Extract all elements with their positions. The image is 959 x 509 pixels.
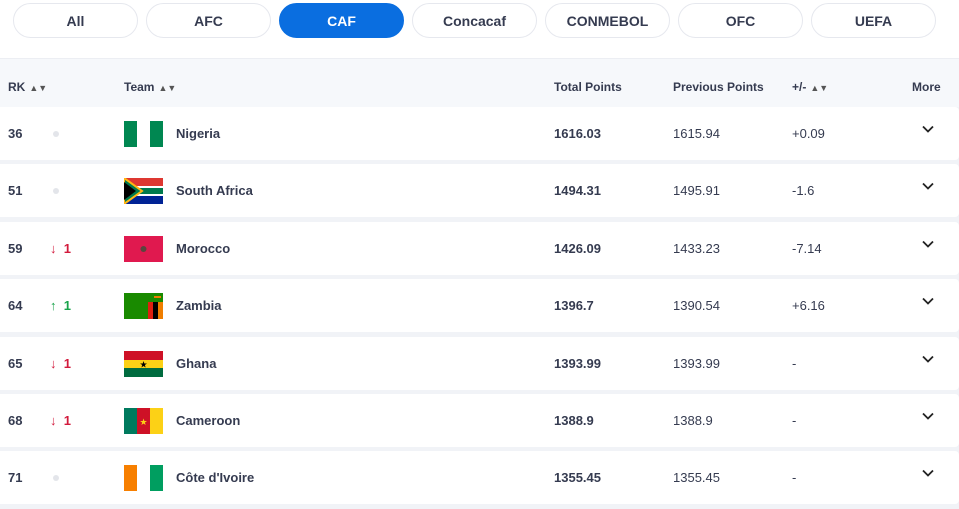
arrow-down-icon: ↓: [50, 240, 57, 256]
total-points: 1355.45: [554, 470, 601, 486]
svg-text:★: ★: [139, 417, 147, 427]
flag-zambia-icon: [124, 293, 163, 320]
column-rk[interactable]: RK ▲▼: [8, 80, 48, 94]
no-change-dot: [53, 188, 59, 195]
column-diff[interactable]: +/- ▲▼: [792, 80, 829, 94]
tab-ofc[interactable]: OFC: [678, 3, 803, 38]
total-points: 1426.09: [554, 240, 601, 256]
team-name[interactable]: Zambia: [176, 298, 222, 314]
table-row[interactable]: 68 ↓ 1 ★ Cameroon 1388.9 1388.9 -: [0, 393, 959, 447]
rank: 59: [8, 240, 23, 256]
points-diff: -: [792, 470, 797, 486]
table-row[interactable]: 64 ↑ 1 Zambia 1396.7 1390.54 +6.16: [0, 279, 959, 333]
confederation-tabs: All AFC CAF Concacaf CONMEBOL OFC UEFA: [13, 3, 936, 38]
rank: 36: [8, 126, 23, 141]
rank: 68: [8, 412, 23, 428]
ranking-table: 36 Nigeria 1616.03 1615.94 +0.09 51 Sout…: [0, 107, 959, 509]
previous-points: 1495.91: [673, 183, 720, 199]
total-points: 1396.7: [554, 298, 594, 314]
previous-points: 1355.45: [673, 470, 720, 486]
sort-icon: ▲▼: [158, 83, 177, 93]
team-name[interactable]: Cameroon: [176, 412, 241, 428]
previous-points: 1390.54: [673, 298, 720, 314]
arrow-down-icon: ↓: [50, 355, 57, 371]
previous-points: 1393.99: [673, 355, 720, 371]
svg-text:★: ★: [139, 359, 147, 369]
points-diff: -7.14: [792, 240, 822, 256]
sort-icon: ▲▼: [810, 83, 829, 93]
table-row[interactable]: 65 ↓ 1 ★ Ghana 1393.99 1393.99 -: [0, 336, 959, 390]
no-change-dot: [53, 475, 59, 482]
chevron-down-icon[interactable]: [920, 465, 936, 481]
table-row[interactable]: 51 South Africa 1494.31 1495.91 -1.6: [0, 164, 959, 218]
rank-change: ↑ 1: [50, 298, 71, 314]
rank-change: ↓ 1: [50, 240, 71, 256]
team-name[interactable]: Morocco: [176, 240, 231, 256]
previous-points: 1388.9: [673, 412, 713, 428]
chevron-down-icon[interactable]: [920, 408, 936, 424]
rank-change: ↓ 1: [50, 412, 71, 428]
table-row[interactable]: 36 Nigeria 1616.03 1615.94 +0.09: [0, 107, 959, 160]
flag-south-africa-icon: [124, 178, 163, 205]
tab-caf[interactable]: CAF: [279, 3, 404, 38]
arrow-down-icon: ↓: [50, 412, 57, 428]
points-diff: -: [792, 355, 797, 371]
sort-icon: ▲▼: [29, 83, 48, 93]
arrow-up-icon: ↑: [50, 298, 57, 314]
tab-concacaf[interactable]: Concacaf: [412, 3, 537, 38]
chevron-down-icon[interactable]: [920, 236, 936, 252]
rank: 65: [8, 355, 23, 371]
team-name[interactable]: South Africa: [176, 183, 253, 199]
total-points: 1494.31: [554, 183, 601, 199]
total-points: 1393.99: [554, 355, 601, 371]
total-points: 1616.03: [554, 126, 601, 141]
flag-cameroon-icon: ★: [124, 407, 163, 434]
points-diff: -: [792, 412, 797, 428]
table-row[interactable]: 59 ↓ 1 Morocco 1426.09 1433.23 -7.14: [0, 221, 959, 275]
tab-afc[interactable]: AFC: [146, 3, 271, 38]
rank: 51: [8, 183, 23, 199]
rank-change: ↓ 1: [50, 355, 71, 371]
no-change-dot: [53, 131, 59, 137]
tab-all[interactable]: All: [13, 3, 138, 38]
team-name[interactable]: Ghana: [176, 355, 217, 371]
flag-morocco-icon: [124, 235, 163, 262]
points-diff: +0.09: [792, 126, 825, 141]
chevron-down-icon[interactable]: [920, 121, 936, 137]
total-points: 1388.9: [554, 412, 594, 428]
chevron-down-icon[interactable]: [920, 293, 936, 309]
flag-nigeria-icon: [124, 121, 163, 147]
tab-conmebol[interactable]: CONMEBOL: [545, 3, 670, 38]
column-team[interactable]: Team ▲▼: [124, 80, 177, 94]
team-name[interactable]: Côte d'Ivoire: [176, 470, 255, 486]
flag-ghana-icon: ★: [124, 350, 163, 377]
column-total: Total Points: [554, 80, 622, 94]
tab-uefa[interactable]: UEFA: [811, 3, 936, 38]
points-diff: -1.6: [792, 183, 815, 199]
previous-points: 1615.94: [673, 126, 720, 141]
chevron-down-icon[interactable]: [920, 178, 936, 194]
points-diff: +6.16: [792, 298, 825, 314]
chevron-down-icon[interactable]: [920, 351, 936, 367]
previous-points: 1433.23: [673, 240, 720, 256]
rank: 64: [8, 298, 23, 314]
flag-cote-divoire-icon: [124, 465, 163, 492]
team-name[interactable]: Nigeria: [176, 126, 221, 141]
rank: 71: [8, 470, 23, 486]
table-row[interactable]: 71 Côte d'Ivoire 1355.45 1355.45 -: [0, 451, 959, 505]
table-header: RK ▲▼ Team ▲▼ Total Points Previous Points…: [0, 58, 959, 107]
column-more: More: [912, 80, 941, 94]
column-previous: Previous Points: [673, 80, 764, 94]
